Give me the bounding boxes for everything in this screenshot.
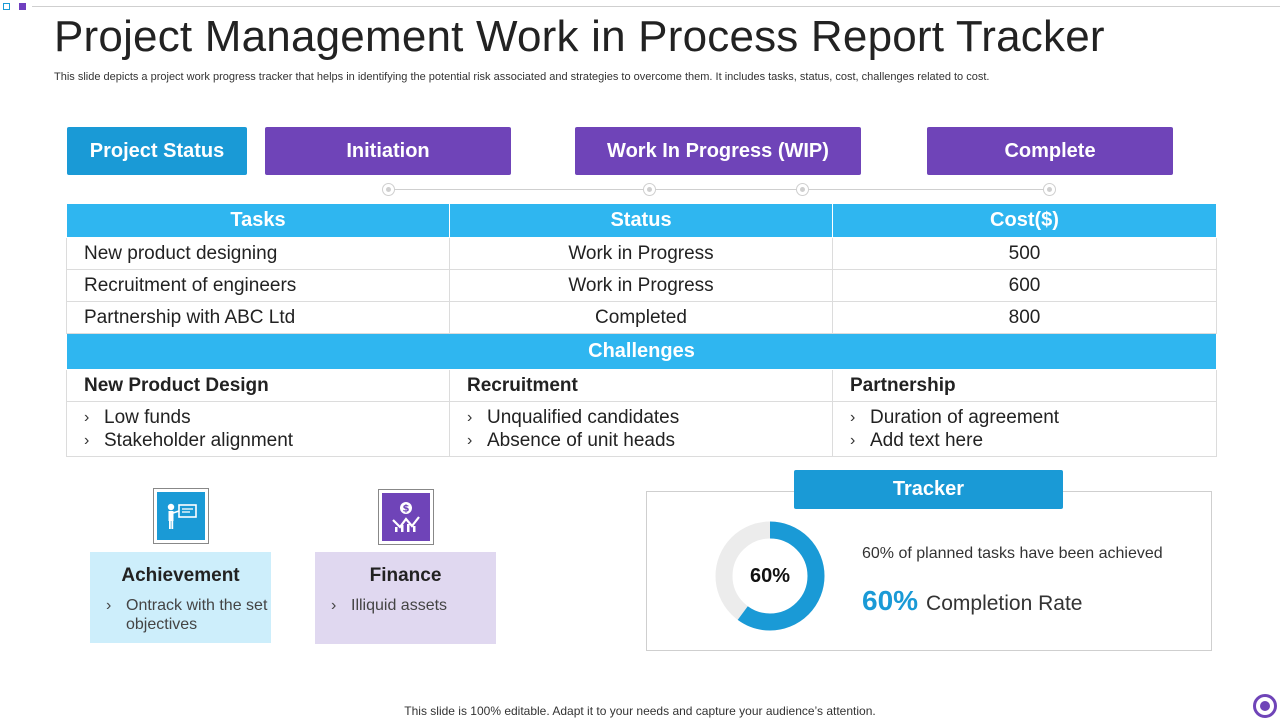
presentation-icon bbox=[157, 492, 205, 540]
chevron-right-icon: › bbox=[106, 597, 112, 614]
finance-title: Finance bbox=[369, 565, 442, 586]
phase-initiation: Initiation bbox=[265, 127, 511, 175]
table-row: Recruitment of engineers Work in Progres… bbox=[66, 269, 1217, 302]
finance-card: Finance › Illiquid assets bbox=[315, 552, 496, 644]
cost-cell: 600 bbox=[832, 269, 1217, 302]
status-cell: Work in Progress bbox=[449, 269, 833, 302]
finance-icon-box: $ bbox=[378, 489, 434, 545]
chevron-right-icon: › bbox=[850, 409, 856, 426]
task-cell: Partnership with ABC Ltd bbox=[66, 301, 450, 334]
cost-cell: 800 bbox=[832, 301, 1217, 334]
list-item-text: Stakeholder alignment bbox=[104, 430, 294, 451]
corner-square-filled bbox=[19, 3, 26, 10]
tracker-panel bbox=[646, 491, 1212, 651]
column-header-cost: Cost($) bbox=[832, 203, 1217, 238]
task-cell: Recruitment of engineers bbox=[66, 269, 450, 302]
slide-subtitle: This slide depicts a project work progre… bbox=[54, 71, 990, 83]
list-item: › Absence of unit heads bbox=[467, 429, 832, 452]
tracker-title: Tracker bbox=[794, 470, 1063, 509]
list-item-text: Absence of unit heads bbox=[487, 430, 676, 451]
donut-percent-label: 60% bbox=[749, 564, 791, 587]
connector-dot bbox=[1043, 183, 1056, 196]
completion-label: Completion Rate bbox=[926, 592, 1083, 615]
slide-title: Project Management Work in Process Repor… bbox=[54, 12, 1105, 61]
finance-text: Illiquid assets bbox=[351, 597, 448, 614]
chevron-right-icon: › bbox=[850, 432, 856, 449]
challenge-heading: Recruitment bbox=[449, 369, 833, 402]
money-growth-icon: $ bbox=[382, 493, 430, 541]
chevron-right-icon: › bbox=[467, 409, 473, 426]
list-item: › Duration of agreement bbox=[850, 406, 1216, 429]
column-header-status: Status bbox=[449, 203, 833, 238]
completion-donut bbox=[715, 521, 825, 631]
challenge-heading: Partnership bbox=[832, 369, 1217, 402]
chevron-right-icon: › bbox=[331, 597, 337, 614]
donut-progress-arc bbox=[715, 521, 825, 631]
challenges-heading-row: New Product Design Recruitment Partnersh… bbox=[66, 369, 1217, 402]
connector-dot bbox=[643, 183, 656, 196]
table-row: New product designing Work in Progress 5… bbox=[66, 237, 1217, 270]
table-row: Partnership with ABC Ltd Completed 800 bbox=[66, 301, 1217, 334]
completion-rate: 60% Completion Rate bbox=[862, 585, 1082, 617]
achievement-icon-box bbox=[153, 488, 209, 544]
task-table: Tasks Status Cost($) New product designi… bbox=[66, 203, 1217, 457]
completion-value: 60% bbox=[862, 585, 919, 616]
list-item-text: Low funds bbox=[104, 407, 191, 428]
list-item: › Unqualified candidates bbox=[467, 406, 832, 429]
phase-connector-line bbox=[388, 189, 1050, 190]
phase-work-in-progress: Work In Progress (WIP) bbox=[575, 127, 861, 175]
challenge-heading: New Product Design bbox=[66, 369, 450, 402]
column-header-tasks: Tasks bbox=[66, 203, 450, 238]
slide-footer: This slide is 100% editable. Adapt it to… bbox=[404, 704, 876, 718]
challenge-list: › Duration of agreement › Add text here bbox=[832, 401, 1217, 457]
challenges-title: Challenges bbox=[66, 333, 1217, 370]
chevron-right-icon: › bbox=[467, 432, 473, 449]
achievement-body: › Ontrack with the set objectives bbox=[90, 596, 271, 634]
svg-text:$: $ bbox=[403, 504, 410, 515]
task-cell: New product designing bbox=[66, 237, 450, 270]
status-cell: Completed bbox=[449, 301, 833, 334]
finance-body: › Illiquid assets bbox=[315, 596, 496, 615]
corner-square-outline bbox=[3, 3, 10, 10]
challenges-header-row: Challenges bbox=[66, 333, 1217, 370]
cost-cell: 500 bbox=[832, 237, 1217, 270]
list-item: › Add text here bbox=[850, 429, 1216, 452]
phase-complete: Complete bbox=[927, 127, 1173, 175]
status-cell: Work in Progress bbox=[449, 237, 833, 270]
chevron-right-icon: › bbox=[84, 432, 90, 449]
connector-dot bbox=[796, 183, 809, 196]
list-item-text: Duration of agreement bbox=[870, 407, 1060, 428]
top-divider bbox=[32, 6, 1280, 7]
list-item: › Stakeholder alignment bbox=[84, 429, 449, 452]
challenge-list: › Unqualified candidates › Absence of unit… bbox=[449, 401, 833, 457]
chevron-right-icon: › bbox=[84, 409, 90, 426]
connector-dot bbox=[382, 183, 395, 196]
achieved-text: 60% of planned tasks have been achieved bbox=[862, 545, 1163, 562]
list-item-text: Add text here bbox=[870, 430, 984, 451]
table-header-row: Tasks Status Cost($) bbox=[66, 203, 1217, 238]
achievement-card: Achievement › Ontrack with the set object… bbox=[90, 552, 271, 643]
achievement-title: Achievement bbox=[121, 565, 240, 586]
achievement-text: Ontrack with the set objectives bbox=[126, 597, 268, 633]
list-item-text: Unqualified candidates bbox=[487, 407, 680, 428]
challenge-list: › Low funds › Stakeholder alignment bbox=[66, 401, 450, 457]
brand-logo-icon bbox=[1253, 694, 1277, 718]
list-item: › Low funds bbox=[84, 406, 449, 429]
challenges-items-row: › Low funds › Stakeholder alignment › Unqua… bbox=[66, 401, 1217, 457]
phase-project-status: Project Status bbox=[67, 127, 247, 175]
